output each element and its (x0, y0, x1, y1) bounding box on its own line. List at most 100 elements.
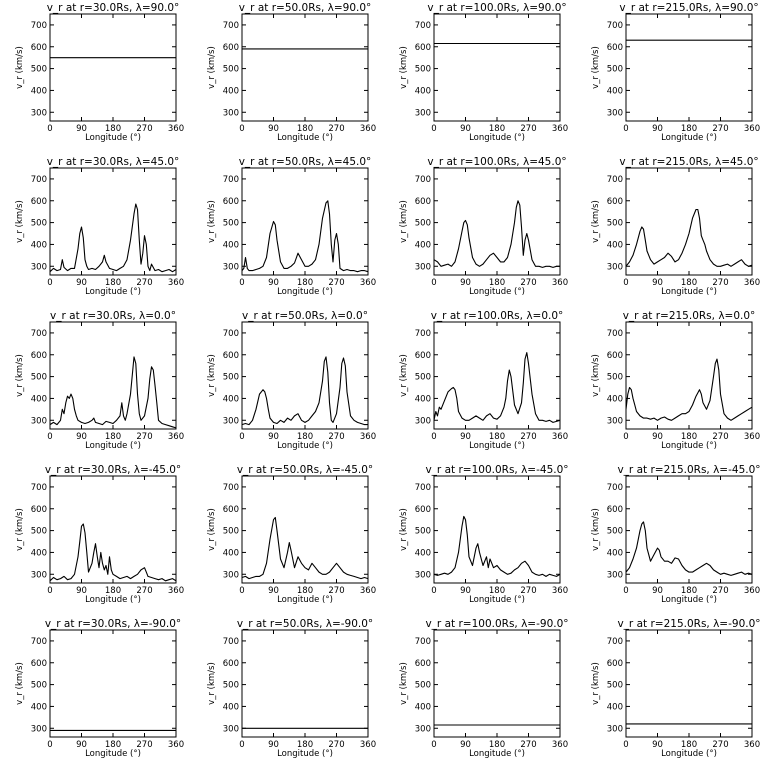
y-tick-label: 700 (223, 21, 239, 31)
y-tick-label: 400 (415, 240, 431, 250)
x-tick-label: 270 (712, 124, 728, 134)
chart-title: v_r at r=215.0Rs, λ=45.0° (619, 156, 758, 168)
x-tick-label: 360 (552, 586, 568, 596)
chart-panel-9: v_r at r=30.0Rs, λ=0.0° 0 90 180 270 360 300 40… (15, 310, 184, 451)
y-tick-label: 600 (415, 659, 431, 669)
y-axis-label: v_r (km/s) (399, 200, 409, 243)
x-axis-label: Longitude (°) (277, 287, 333, 297)
y-tick-label: 500 (607, 65, 623, 75)
x-tick-label: 180 (105, 740, 121, 750)
x-tick-label: 180 (297, 586, 313, 596)
x-tick-label: 0 (623, 278, 628, 288)
plot-frame (625, 167, 753, 276)
x-tick-label: 270 (712, 586, 728, 596)
y-tick-label: 600 (415, 197, 431, 207)
series-line (49, 523, 177, 582)
y-tick-label: 400 (415, 86, 431, 96)
y-tick-label: 700 (607, 637, 623, 647)
y-tick-label: 300 (415, 416, 431, 426)
y-tick-label: 400 (223, 394, 239, 404)
y-tick-label: 300 (607, 416, 623, 426)
y-tick-label: 500 (415, 681, 431, 691)
x-axis-label: Longitude (°) (277, 595, 333, 605)
y-tick-label: 300 (223, 262, 239, 272)
y-tick-label: 700 (31, 175, 47, 185)
x-tick-label: 180 (489, 586, 505, 596)
x-axis-label: Longitude (°) (469, 133, 525, 143)
x-tick-label: 270 (136, 740, 152, 750)
chart-panel-8: v_r at r=215.0Rs, λ=45.0° 0 90 180 270 360 300… (591, 156, 760, 297)
x-tick-label: 90 (652, 124, 663, 134)
y-axis-label: v_r (km/s) (399, 508, 409, 551)
x-tick-label: 0 (623, 124, 628, 134)
chart-title: v_r at r=100.0Rs, λ=45.0° (427, 156, 566, 168)
y-tick-label: 500 (31, 219, 47, 229)
y-tick-label: 400 (223, 240, 239, 250)
series-line (241, 356, 368, 426)
x-tick-label: 0 (47, 278, 52, 288)
y-tick-label: 700 (31, 21, 47, 31)
y-tick-label: 700 (607, 483, 623, 493)
y-tick-label: 600 (415, 505, 431, 515)
x-tick-label: 360 (744, 278, 760, 288)
y-tick-label: 600 (31, 351, 47, 361)
x-tick-label: 0 (623, 432, 628, 442)
x-tick-label: 180 (489, 432, 505, 442)
x-tick-label: 270 (328, 124, 344, 134)
plot-frame (433, 167, 561, 276)
y-tick-label: 700 (415, 21, 431, 31)
x-tick-label: 270 (520, 432, 536, 442)
y-axis-label: v_r (km/s) (15, 354, 25, 397)
chart-panel-19: v_r at r=100.0Rs, λ=-90.0° 0 90 180 270 360 30… (399, 618, 569, 759)
y-tick-label: 300 (31, 724, 47, 734)
x-tick-label: 0 (47, 740, 52, 750)
y-tick-label: 500 (415, 373, 431, 383)
x-tick-label: 0 (47, 124, 52, 134)
x-tick-label: 90 (652, 432, 663, 442)
y-tick-label: 400 (607, 86, 623, 96)
series-line (49, 356, 177, 429)
x-tick-label: 360 (744, 124, 760, 134)
y-tick-label: 700 (223, 175, 239, 185)
x-axis-label: Longitude (°) (469, 595, 525, 605)
y-tick-label: 500 (223, 219, 239, 229)
x-tick-label: 360 (360, 278, 376, 288)
chart-panel-2: v_r at r=50.0Rs, λ=90.0° 0 90 180 270 360 300 4… (207, 2, 376, 143)
y-tick-label: 400 (223, 86, 239, 96)
y-tick-label: 300 (607, 570, 623, 580)
y-tick-label: 400 (607, 394, 623, 404)
y-axis-label: v_r (km/s) (591, 662, 601, 705)
y-tick-label: 700 (607, 329, 623, 339)
chart-panel-16: v_r at r=215.0Rs, λ=-45.0° 0 90 180 270 360 30… (591, 464, 761, 605)
x-tick-label: 180 (681, 278, 697, 288)
y-tick-label: 600 (223, 351, 239, 361)
y-tick-label: 400 (31, 548, 47, 558)
plot-frame (625, 321, 753, 430)
y-tick-label: 600 (223, 197, 239, 207)
y-axis-label: v_r (km/s) (207, 200, 217, 243)
y-tick-label: 300 (607, 108, 623, 118)
plot-frame (433, 475, 561, 584)
series-line (625, 208, 753, 267)
y-tick-label: 300 (223, 108, 239, 118)
x-tick-label: 360 (360, 740, 376, 750)
x-tick-label: 0 (239, 740, 244, 750)
x-tick-label: 270 (520, 740, 536, 750)
y-tick-label: 300 (31, 108, 47, 118)
chart-title: v_r at r=100.0Rs, λ=0.0° (431, 310, 564, 322)
plot-frame (433, 321, 561, 430)
y-tick-label: 500 (31, 373, 47, 383)
x-tick-label: 270 (136, 278, 152, 288)
x-tick-label: 180 (105, 432, 121, 442)
x-tick-label: 0 (431, 740, 436, 750)
x-tick-label: 270 (328, 740, 344, 750)
x-tick-label: 180 (297, 432, 313, 442)
chart-title: v_r at r=30.0Rs, λ=-90.0° (45, 618, 181, 630)
plot-frame (241, 629, 369, 738)
y-tick-label: 300 (415, 724, 431, 734)
chart-title: v_r at r=50.0Rs, λ=90.0° (239, 2, 372, 14)
y-axis-label: v_r (km/s) (207, 508, 217, 551)
y-tick-label: 400 (607, 702, 623, 712)
y-tick-label: 700 (607, 175, 623, 185)
x-tick-label: 0 (623, 586, 628, 596)
